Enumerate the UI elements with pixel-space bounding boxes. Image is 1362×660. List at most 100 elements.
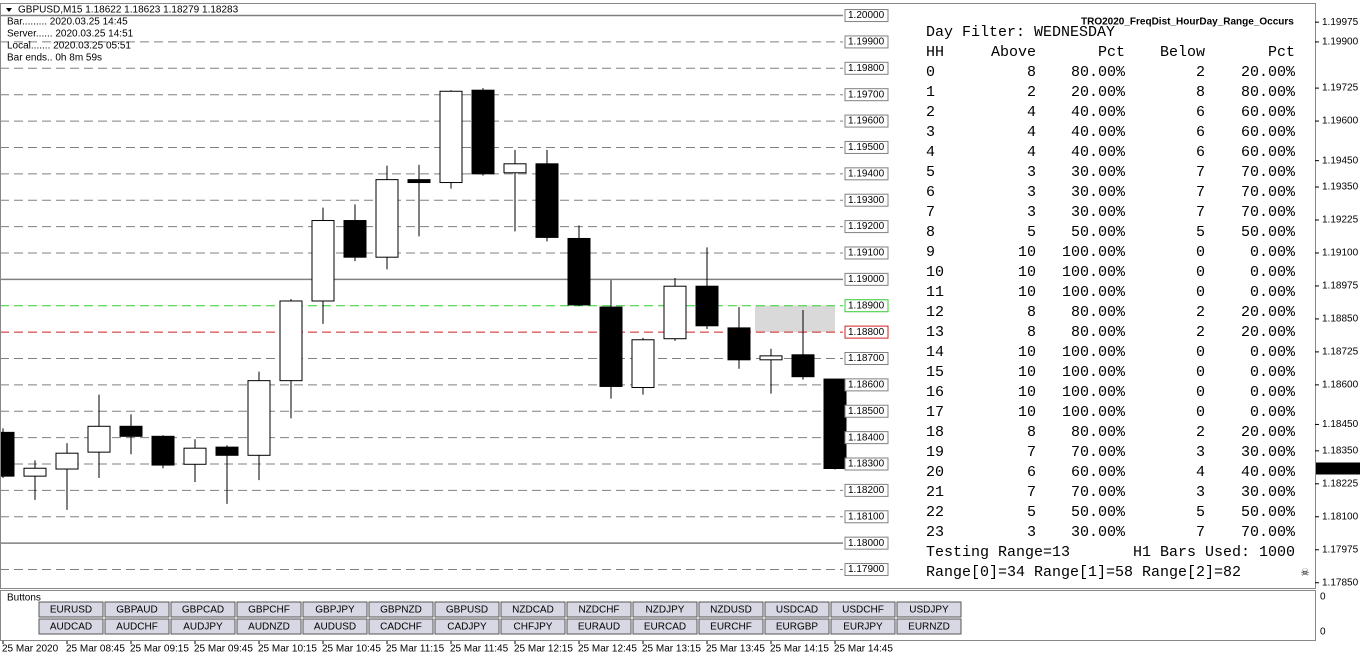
symbol-button[interactable]: [764, 618, 830, 635]
info-line: Server...... 2020.03.25 14:51: [7, 29, 134, 40]
symbol-button-label[interactable]: NZDCAD: [512, 605, 554, 616]
symbol-button[interactable]: [566, 601, 632, 618]
symbol-button[interactable]: [830, 618, 896, 635]
symbol-button[interactable]: [896, 601, 962, 618]
table-cell: 4: [1196, 464, 1205, 481]
symbol-button[interactable]: [896, 618, 962, 635]
table-cell: 2: [926, 104, 935, 121]
table-cell: 80.00%: [1071, 64, 1126, 81]
y-tick-label: 1.19225: [1322, 215, 1359, 226]
symbol-button[interactable]: [38, 601, 104, 618]
symbol-button-label[interactable]: EURAUD: [578, 622, 620, 633]
symbol-button[interactable]: [698, 601, 764, 618]
symbol-button-label[interactable]: USDCHF: [842, 605, 884, 616]
candle-body: [343, 220, 367, 258]
y-tick-label: 1.19350: [1322, 182, 1359, 193]
symbol-button-label[interactable]: AUDNZD: [248, 622, 290, 633]
symbol-button-label[interactable]: EURUSD: [50, 605, 92, 616]
table-cell: 20.00%: [1241, 424, 1296, 441]
symbol-button-label[interactable]: GBPJPY: [315, 605, 355, 616]
table-cell: 20.00%: [1241, 304, 1296, 321]
symbol-button-label[interactable]: NZDCHF: [578, 605, 619, 616]
symbol-button-label[interactable]: GBPCAD: [182, 605, 224, 616]
footer-icon: ☠: [1301, 568, 1310, 579]
symbol-button[interactable]: [434, 618, 500, 635]
table-cell: 3: [926, 124, 935, 141]
symbol-button-label[interactable]: GBPAUD: [116, 605, 158, 616]
table-cell: 40.00%: [1071, 104, 1126, 121]
footer-bars: H1 Bars Used: 1000: [1133, 544, 1295, 561]
symbol-button[interactable]: [38, 618, 104, 635]
symbol-button[interactable]: [236, 601, 302, 618]
symbol-button-label[interactable]: USDCAD: [776, 605, 818, 616]
symbol-button[interactable]: [830, 601, 896, 618]
indicator-name: TRO2020_FreqDist_HourDay_Range_Occurs: [1081, 17, 1294, 28]
symbol-button[interactable]: [104, 618, 170, 635]
symbol-button[interactable]: [632, 601, 698, 618]
y-tick-label: 1.19600: [1322, 116, 1359, 127]
day-filter: Day Filter: WEDNESDAY: [926, 24, 1115, 41]
table-cell: 23: [926, 524, 944, 541]
table-cell: 50.00%: [1241, 504, 1296, 521]
symbol-button[interactable]: [368, 618, 434, 635]
table-cell: 50.00%: [1071, 504, 1126, 521]
symbol-button[interactable]: [434, 601, 500, 618]
symbol-button-label[interactable]: GBPCHF: [248, 605, 290, 616]
symbol-button[interactable]: [500, 601, 566, 618]
y-tick-label: 1.17975: [1322, 544, 1359, 555]
symbol-button[interactable]: [566, 618, 632, 635]
symbol-button-label[interactable]: EURCAD: [644, 622, 686, 633]
level-label-box: [844, 299, 889, 313]
level-label: 1.18500: [848, 406, 885, 417]
symbol-button[interactable]: [368, 601, 434, 618]
symbol-button[interactable]: [302, 618, 368, 635]
table-cell: 6: [1196, 124, 1205, 141]
table-cell: 3: [1027, 164, 1036, 181]
symbol-button[interactable]: [236, 618, 302, 635]
menu-arrow[interactable]: [6, 8, 12, 12]
symbol-button-label[interactable]: EURGBP: [776, 622, 819, 633]
symbol-button-label[interactable]: AUDUSD: [314, 622, 356, 633]
symbol-button-label[interactable]: GBPNZD: [380, 605, 422, 616]
symbol-button[interactable]: [170, 601, 236, 618]
symbol-button-label[interactable]: EURCHF: [710, 622, 752, 633]
symbol-button[interactable]: [104, 601, 170, 618]
symbol-button-label[interactable]: USDJPY: [909, 605, 949, 616]
symbol-button[interactable]: [500, 618, 566, 635]
symbol-button-label[interactable]: NZDJPY: [646, 605, 685, 616]
table-cell: 70.00%: [1071, 484, 1126, 501]
table-cell: 15: [926, 364, 944, 381]
candle-body: [599, 306, 623, 387]
table-cell: 8: [1027, 304, 1036, 321]
table-cell: 4: [1027, 124, 1036, 141]
symbol-button-label[interactable]: GBPUSD: [446, 605, 488, 616]
symbol-button[interactable]: [302, 601, 368, 618]
table-cell: 30.00%: [1071, 524, 1126, 541]
candle-body: [1, 431, 15, 477]
symbol-button-label[interactable]: NZDUSD: [710, 605, 752, 616]
footer-testing: Testing Range=13: [926, 544, 1070, 561]
table-cell: 0.00%: [1250, 244, 1296, 261]
table-cell: 2: [1196, 64, 1205, 81]
symbol-button-label[interactable]: AUDJPY: [183, 622, 223, 633]
table-cell: 0: [1196, 264, 1205, 281]
symbol-button-label[interactable]: CADJPY: [447, 622, 487, 633]
table-cell: 6: [1027, 464, 1036, 481]
table-cell: 7: [1196, 524, 1205, 541]
symbol-button-label[interactable]: EURJPY: [843, 622, 883, 633]
symbol-button-label[interactable]: AUDCHF: [116, 622, 158, 633]
level-label: 1.18900: [848, 300, 885, 311]
info-line: Bar ends.. 0h 8m 59s: [7, 53, 102, 64]
symbol-button[interactable]: [698, 618, 764, 635]
symbol-button-label[interactable]: CHFJPY: [514, 622, 553, 633]
symbol-button[interactable]: [764, 601, 830, 618]
table-cell: 5: [1027, 224, 1036, 241]
table-cell: 10: [1018, 344, 1036, 361]
symbol-button-label[interactable]: AUDCAD: [50, 622, 92, 633]
symbol-button-label[interactable]: CADCHF: [380, 622, 422, 633]
table-header: Pct: [1268, 44, 1295, 61]
symbol-button[interactable]: [632, 618, 698, 635]
symbol-button-label[interactable]: EURNZD: [908, 622, 950, 633]
table-cell: 4: [1027, 144, 1036, 161]
symbol-button[interactable]: [170, 618, 236, 635]
